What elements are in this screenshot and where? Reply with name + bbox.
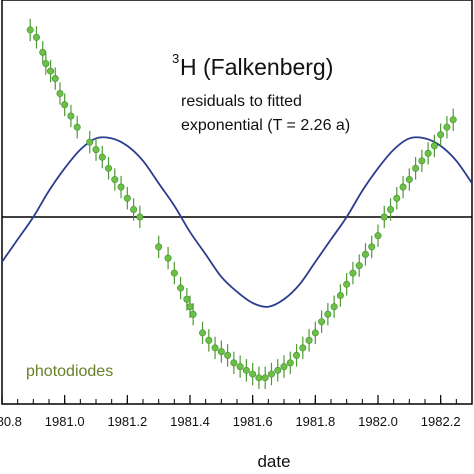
data-point: [374, 232, 382, 240]
data-point: [324, 310, 332, 318]
data-point: [236, 363, 244, 371]
data-point: [343, 280, 351, 288]
data-point: [61, 101, 69, 109]
data-point: [155, 243, 163, 251]
data-point: [299, 344, 307, 352]
chart-title-superscript: 3: [172, 51, 179, 66]
data-point: [67, 112, 75, 120]
data-point: [443, 123, 451, 131]
x-tick-label: 1981.2: [107, 414, 147, 429]
data-point: [186, 303, 194, 311]
chart-subtitle-line-2: exponential (T = 2.26 a): [181, 117, 350, 134]
data-point: [26, 26, 34, 34]
data-point: [286, 359, 294, 367]
data-point: [336, 292, 344, 300]
data-point: [230, 359, 238, 367]
data-point: [318, 318, 326, 326]
data-point: [330, 303, 338, 311]
data-point: [418, 157, 426, 165]
data-point: [424, 149, 432, 157]
data-point: [355, 262, 363, 270]
data-point: [430, 142, 438, 150]
x-tick-label: 1980.8: [0, 414, 22, 429]
data-point: [361, 250, 369, 258]
data-points-group: [26, 18, 457, 390]
data-point: [136, 213, 144, 221]
data-point: [380, 213, 388, 221]
data-point: [305, 336, 313, 344]
x-tick-label: 1981.0: [45, 414, 85, 429]
data-point: [105, 164, 113, 172]
data-point: [170, 269, 178, 277]
data-point: [47, 67, 55, 75]
data-point: [56, 90, 64, 98]
data-point: [211, 344, 219, 352]
data-point: [399, 183, 407, 191]
data-point: [393, 194, 401, 202]
data-point: [189, 310, 197, 318]
data-point: [117, 183, 125, 191]
data-point: [405, 176, 413, 184]
data-point: [349, 269, 357, 277]
data-point: [164, 254, 172, 262]
data-point: [437, 131, 445, 139]
x-tick-label: 1981.4: [170, 414, 210, 429]
data-point: [217, 348, 225, 356]
chart-subtitle-line-1: residuals to fitted: [181, 93, 302, 110]
data-point: [86, 138, 94, 146]
data-point: [387, 205, 395, 213]
data-point: [92, 146, 100, 154]
data-point: [183, 295, 191, 303]
fit-curve-group: [1, 136, 473, 308]
x-axis-label: date: [257, 452, 290, 471]
x-tick-label: 1982.2: [421, 414, 461, 429]
x-tick-label: 1981.8: [295, 414, 335, 429]
data-point: [177, 284, 185, 292]
data-point: [73, 123, 81, 131]
data-point: [311, 329, 319, 337]
data-point: [111, 176, 119, 184]
data-point: [280, 363, 288, 371]
x-tick-label: 1982.0: [358, 414, 398, 429]
data-point: [412, 164, 420, 172]
x-ticks: 1980.8 1981.0 1981.2 1981.4 1981.6 1981.8 1982…: [0, 395, 473, 429]
data-point: [39, 48, 47, 56]
data-point: [130, 205, 138, 213]
data-point: [274, 366, 282, 374]
data-point: [98, 153, 106, 161]
data-point: [51, 75, 59, 83]
data-point: [205, 336, 213, 344]
data-point: [123, 194, 131, 202]
data-point: [261, 374, 269, 382]
data-point: [242, 366, 250, 374]
data-point: [224, 351, 232, 359]
x-tick-label: 1981.6: [233, 414, 273, 429]
data-point: [32, 33, 40, 41]
data-point: [249, 370, 257, 378]
chart-title: H (Falkenberg): [180, 54, 333, 80]
data-point: [42, 60, 50, 68]
data-point: [199, 329, 207, 337]
legend-label-photodiodes: photodiodes: [26, 363, 113, 380]
data-point: [255, 374, 263, 382]
fit-curve: [1, 136, 473, 308]
data-point: [293, 351, 301, 359]
data-point: [368, 243, 376, 251]
data-point: [267, 370, 275, 378]
data-point: [449, 116, 457, 124]
